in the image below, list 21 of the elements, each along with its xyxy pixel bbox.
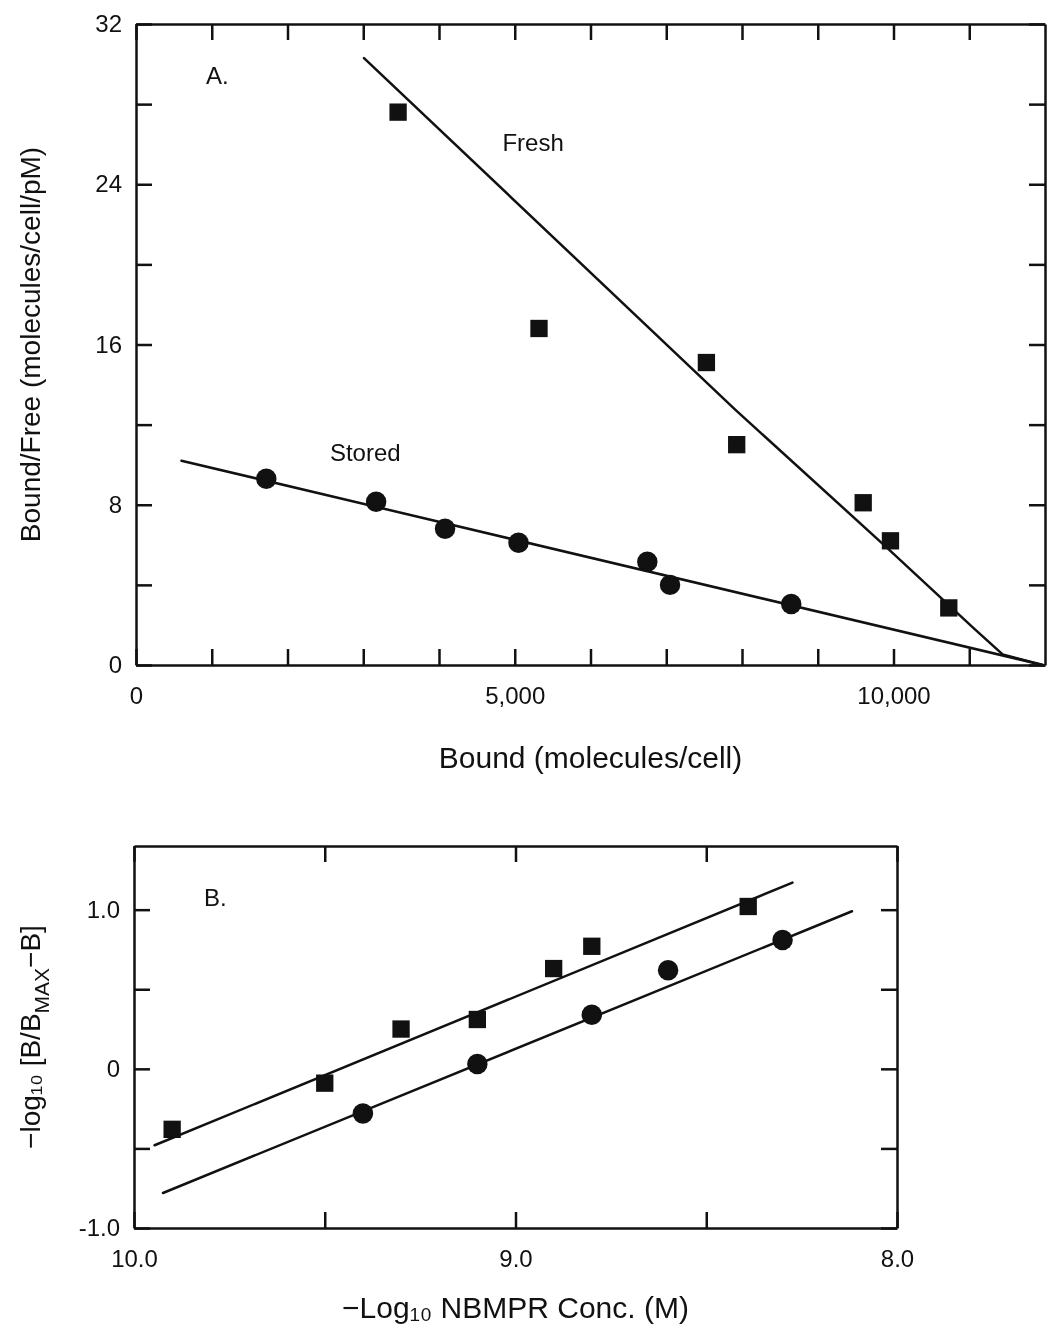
- x-tick-label: 0: [129, 682, 144, 710]
- series-label: Fresh: [502, 128, 564, 156]
- y-tick-label: 32: [95, 10, 122, 38]
- x-tick-label: 5,000: [485, 682, 546, 710]
- y-tick-label: 16: [95, 330, 122, 358]
- series-label: Stored: [329, 439, 401, 467]
- y-tick-label: 0: [106, 1055, 120, 1083]
- annotation: A.: [206, 62, 229, 89]
- y-tick-label: -1.0: [78, 1214, 120, 1242]
- x-axis-title: Bound (molecules/cell): [438, 741, 743, 774]
- y-axis-title: Bound/Free (molecules/cell/pM): [14, 146, 46, 543]
- annotation: B.: [204, 884, 227, 911]
- x-tick-label: 10,000: [857, 682, 931, 710]
- x-axis-title: −Log₁₀ NBMPR Conc. (M): [342, 1291, 689, 1324]
- y-tick-label: 8: [108, 490, 122, 518]
- x-tick-label: 9.0: [499, 1245, 533, 1273]
- y-tick-label: 24: [95, 170, 122, 198]
- x-tick-label: 10.0: [111, 1245, 158, 1273]
- x-tick-label: 8.0: [880, 1245, 915, 1273]
- y-tick-label: 0: [108, 651, 122, 679]
- y-tick-label: 1.0: [86, 895, 120, 923]
